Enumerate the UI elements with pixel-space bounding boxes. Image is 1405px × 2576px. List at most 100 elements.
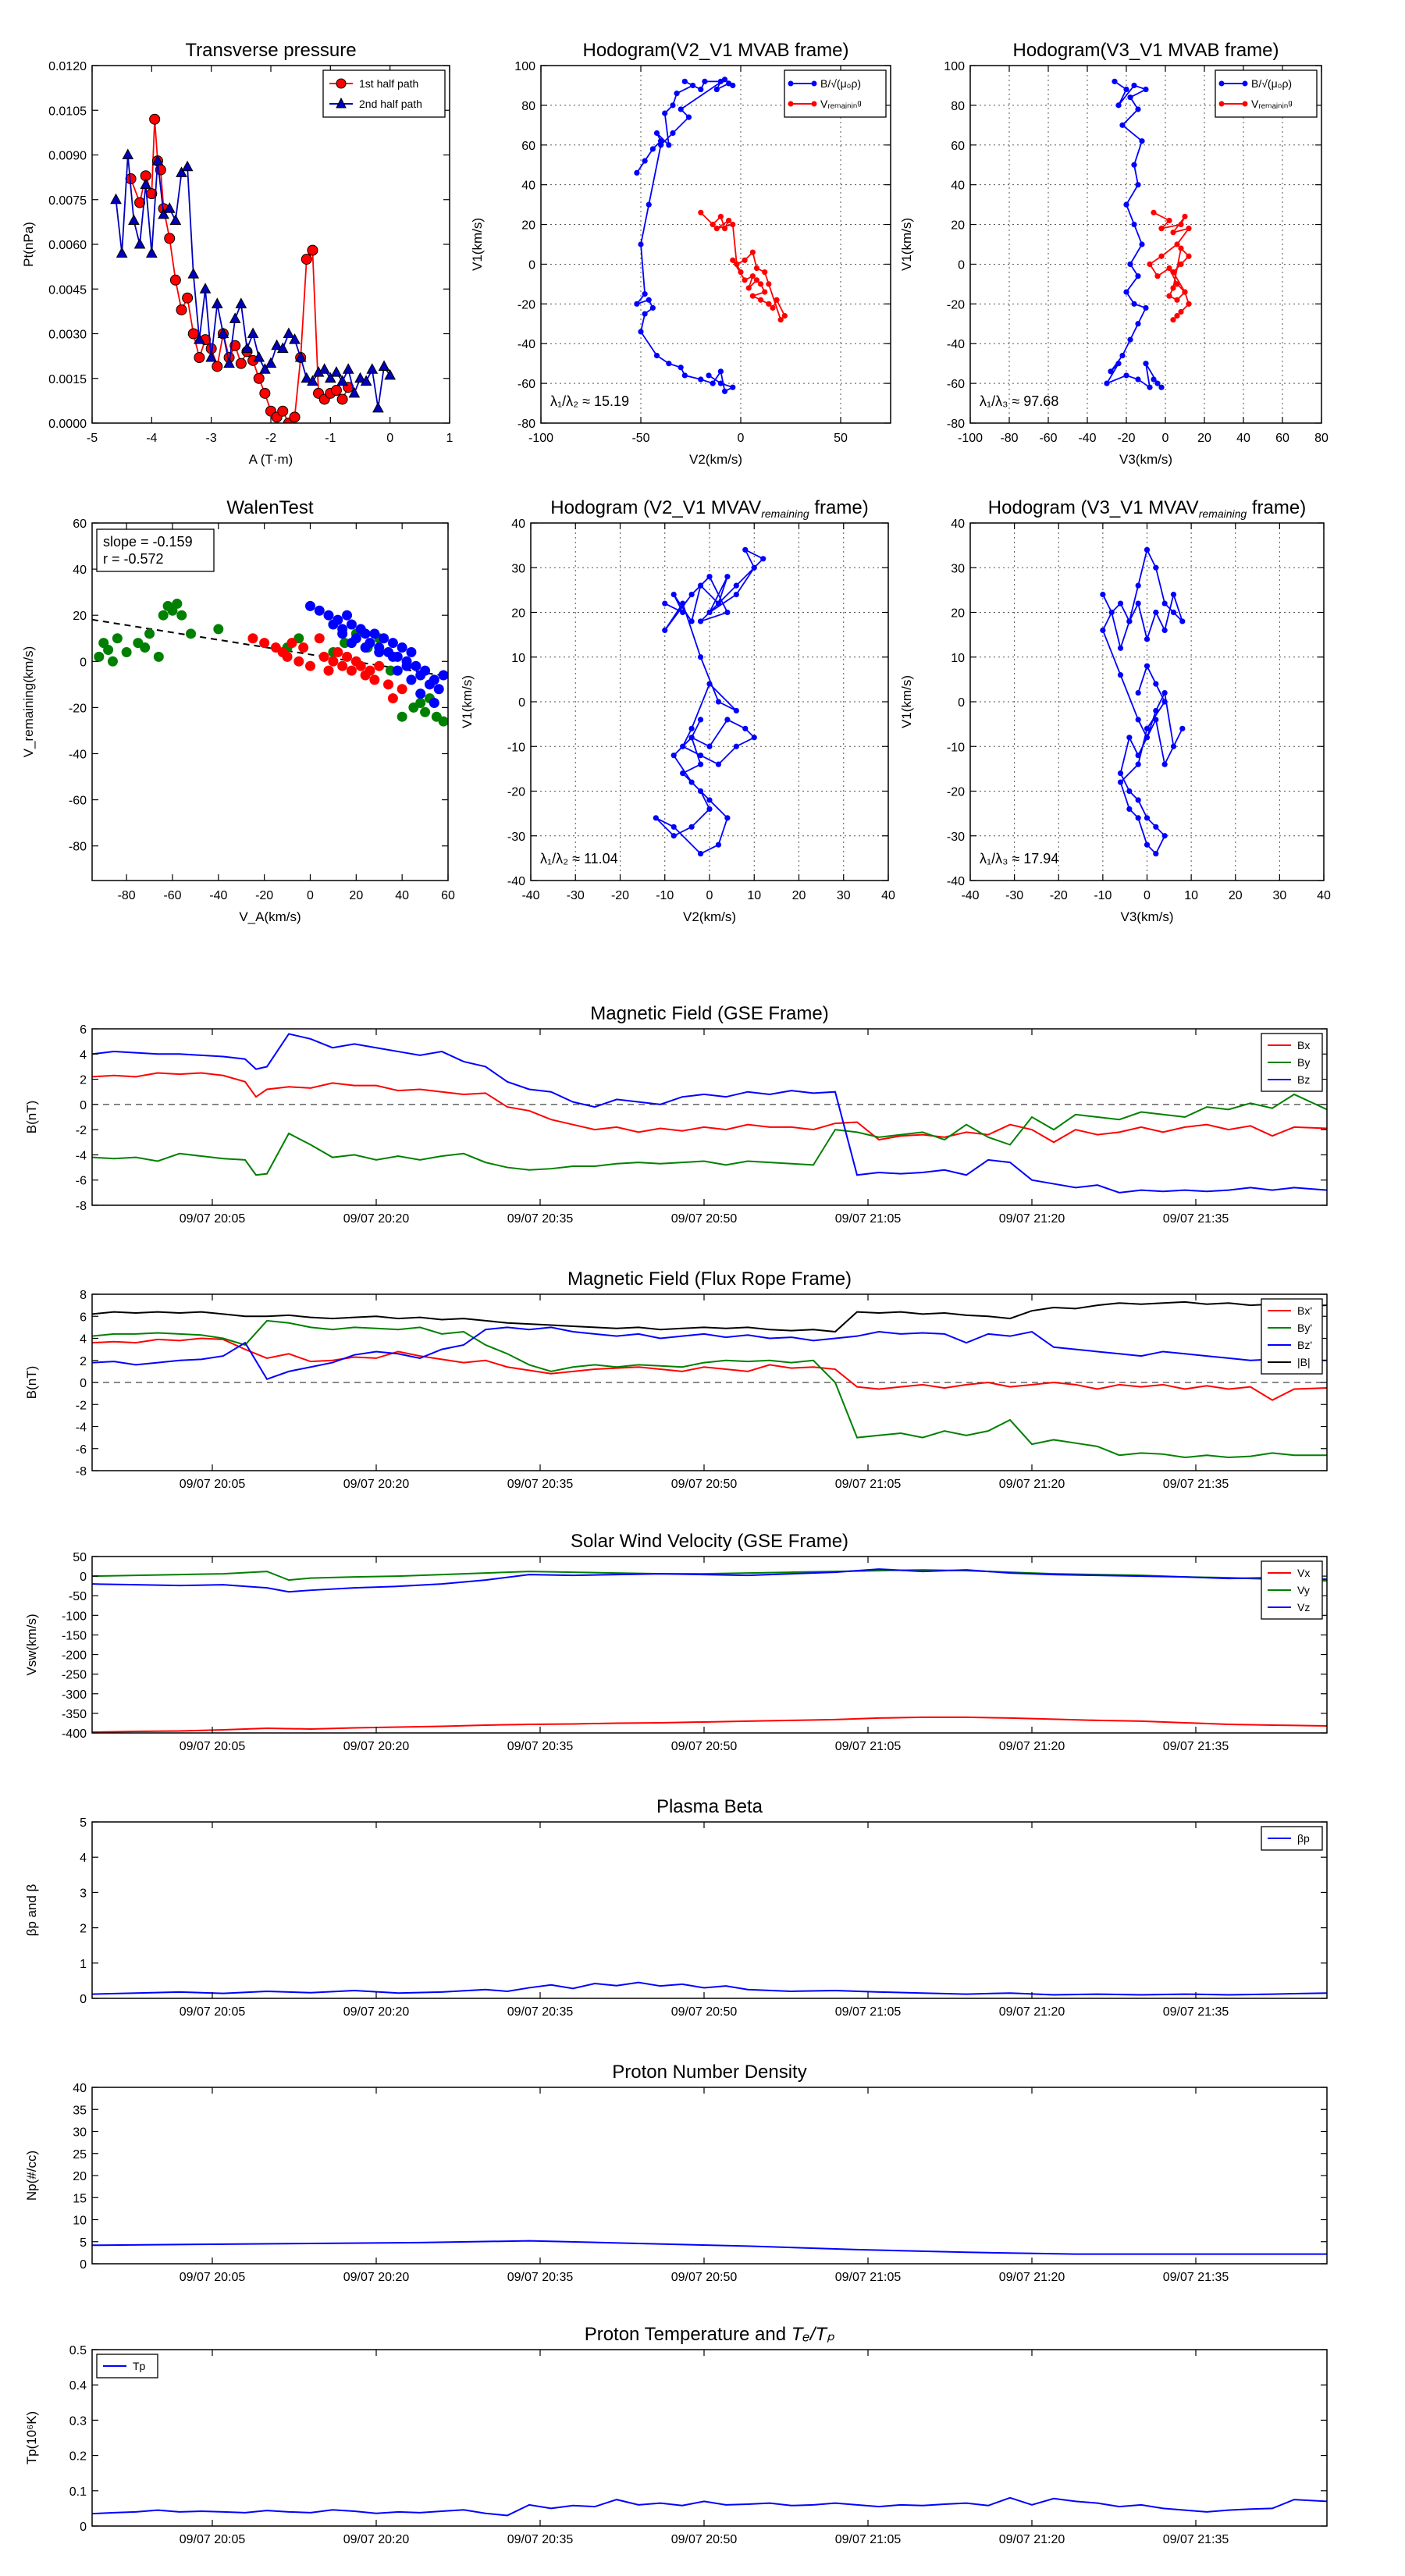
y-tick-label: 60 [521,140,535,153]
data-point [760,556,767,562]
data-point [715,761,722,767]
legend-item: 1st half path [329,77,418,90]
legend-label: Vᵣₑₘₐᵢₙᵢₙᵍ [1251,98,1293,110]
data-point [1117,645,1124,651]
y-tick-label: -150 [62,1629,87,1642]
data-point [169,274,181,286]
data-point [646,201,652,208]
data-point [1135,600,1141,607]
series-bz- [92,1326,1327,1380]
data-point [1170,743,1177,749]
y-tick-label: 20 [521,219,535,233]
y-tick-label: -40 [518,338,535,351]
x-tick-label: 09/07 20:05 [180,2271,246,2284]
x-tick-label: 09/07 21:35 [1163,2005,1229,2019]
series-v- [698,209,788,323]
data-point [304,660,315,671]
data-point [314,633,325,644]
data-point [1135,761,1141,767]
x-tick-label: -1 [325,432,336,445]
data-point [194,352,205,364]
data-point [286,638,297,649]
data-point [294,350,307,362]
x-tick-label: -40 [521,889,539,902]
annotation-box [96,528,215,572]
y-tick-label: -40 [947,875,965,888]
data-point [194,333,205,344]
data-point [1131,162,1137,168]
data-point [1170,229,1176,236]
y-tick-label: 0 [80,1993,87,2006]
data-point [415,688,426,699]
data-point [653,815,659,821]
data-point [1153,564,1159,571]
data-point [133,237,146,249]
data-point [745,285,752,291]
data-point [438,716,448,727]
y-axis-label: B(nT) [24,1101,39,1134]
x-tick-label: -10 [656,889,674,902]
data-point [235,297,247,308]
x-tick-label: -3 [206,432,217,445]
data-point [1174,313,1180,319]
y-axis-label: Pt(nPa) [21,222,36,267]
data-point [1117,770,1124,777]
data-point [733,707,739,714]
y-tick-label: -6 [76,1443,87,1457]
legend-marker [1242,101,1248,107]
data-point [323,610,334,621]
data-point [730,384,736,390]
data-point [1135,582,1141,589]
x-tick-label: 09/07 20:50 [671,1478,738,1491]
data-point [217,327,229,338]
data-point [406,674,417,685]
y-axis-label: βp and β [24,1884,39,1936]
series-bx [92,1072,1327,1144]
x-tick-label: 09/07 20:35 [507,2005,574,2019]
x-tick-label: 09/07 21:05 [835,2533,902,2546]
y-tick-label: 0.3 [69,2414,87,2428]
data-point [715,841,722,848]
data-point [1153,681,1159,687]
data-point [176,304,187,315]
series-bx- [92,1337,1327,1401]
x-tick-label: 0 [1144,889,1151,902]
x-tick-label: 40 [881,889,895,902]
x-tick-label: 60 [441,889,455,902]
data-point [1127,94,1133,101]
y-tick-label: 0 [80,2521,87,2534]
x-tick-label: 09/07 20:35 [507,2533,574,2546]
data-point [697,654,704,660]
plot-area [92,1029,1327,1205]
legend-marker [1218,80,1225,87]
y-tick-label: -60 [947,378,965,391]
data-point [304,600,315,611]
annotation-text: slope = -0.159 [103,534,193,550]
data-point [134,197,146,208]
x-tick-label: 20 [1197,432,1211,445]
data-point [1144,546,1151,553]
data-point [724,574,731,580]
data-point [717,380,724,386]
y-tick-label: -8 [76,1465,87,1478]
y-tick-label: 20 [951,607,965,621]
y-tick-label: -300 [62,1688,87,1702]
x-tick-label: 09/07 20:20 [343,2005,410,2019]
data-point [642,158,648,164]
legend-item: Vx [1268,1567,1310,1579]
data-point [681,372,688,379]
data-point [706,574,713,580]
legend-marker [788,80,794,87]
x-axis-label: V3(km/s) [1119,452,1172,467]
data-point [1166,265,1172,272]
data-point [638,241,644,247]
data-point [658,142,664,148]
data-point [1144,735,1151,741]
legend-item: By [1268,1056,1310,1069]
legend-label: By [1297,1056,1310,1069]
legend-label: |B| [1297,1356,1311,1368]
data-point [762,269,768,276]
data-point [697,753,704,759]
y-tick-label: 100 [944,60,965,73]
data-point [1119,122,1126,128]
